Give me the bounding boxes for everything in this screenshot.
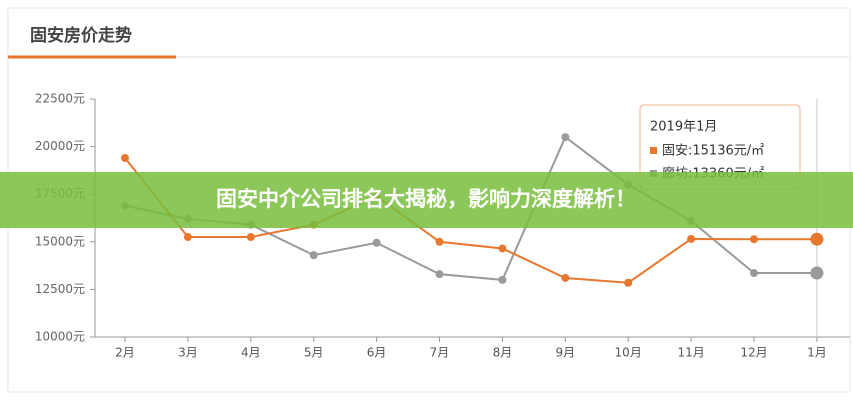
point <box>435 270 444 279</box>
point <box>750 235 758 244</box>
point <box>498 244 507 253</box>
x-tick-label: 9月 <box>555 346 575 360</box>
x-tick-label: 3月 <box>178 346 198 360</box>
y-tick-label: 15000元 <box>35 234 85 248</box>
point <box>561 273 570 282</box>
x-tick-label: 4月 <box>241 346 261 360</box>
legend-swatch <box>650 147 657 154</box>
point <box>183 233 192 242</box>
point <box>309 251 318 260</box>
x-tick-label: 10月 <box>615 346 642 360</box>
x-tick-label: 5月 <box>304 346 324 360</box>
x-tick-label: 7月 <box>430 346 450 360</box>
point <box>435 237 444 246</box>
page-title: 固安房价走势 <box>30 25 132 46</box>
point <box>372 238 381 247</box>
x-tick-label: 8月 <box>493 346 513 360</box>
point <box>810 232 824 246</box>
x-tick-label: 12月 <box>740 346 767 360</box>
banner <box>0 172 853 228</box>
y-tick-label: 10000元 <box>35 330 85 344</box>
tooltip-item: 固安:15136元/㎡ <box>662 144 764 159</box>
point <box>561 133 570 142</box>
x-tick-label: 2月 <box>115 346 135 360</box>
x-tick-label: 1月 <box>807 346 827 360</box>
y-tick-label: 12500元 <box>35 282 85 296</box>
point <box>624 278 633 287</box>
banner-text: 固安中介公司排名大揭秘，影响力深度解析！ <box>216 187 636 211</box>
point <box>121 154 129 163</box>
x-tick-label: 11月 <box>677 346 704 360</box>
x-tick-label: 6月 <box>367 346 387 360</box>
y-tick-label: 22500元 <box>35 92 85 106</box>
y-tick-label: 20000元 <box>35 139 85 153</box>
tooltip-title: 2019年1月 <box>650 120 717 135</box>
point <box>750 269 758 278</box>
point <box>687 234 696 243</box>
series-line <box>124 157 817 284</box>
point <box>810 266 824 280</box>
point <box>498 275 507 284</box>
point <box>246 233 255 242</box>
